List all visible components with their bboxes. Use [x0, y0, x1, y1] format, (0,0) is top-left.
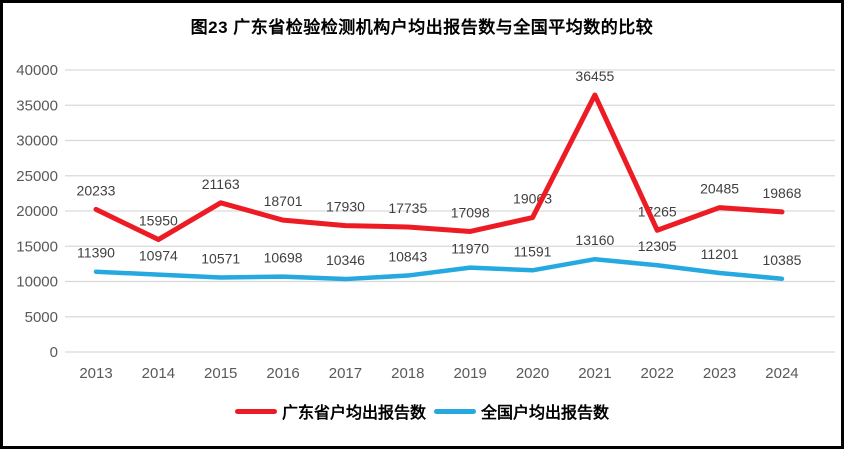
y-tick-label: 25000 [16, 168, 58, 185]
data-label: 15950 [139, 213, 178, 229]
legend-item-guangdong: 广东省户均出报告数 [234, 399, 426, 423]
x-tick-label: 2018 [391, 365, 424, 382]
y-tick-label: 10000 [16, 274, 58, 291]
data-label: 10571 [201, 250, 240, 266]
x-tick-label: 2015 [204, 365, 237, 382]
data-label: 36455 [575, 68, 614, 84]
data-label: 10385 [762, 252, 801, 268]
data-label: 21163 [202, 176, 240, 192]
legend-swatch-guangdong [234, 408, 277, 414]
x-tick-label: 2019 [453, 365, 486, 382]
data-label: 10974 [139, 248, 178, 264]
data-label: 20233 [77, 182, 116, 198]
data-label: 12305 [638, 238, 677, 254]
y-tick-label: 35000 [16, 97, 58, 114]
legend-item-national: 全国户均出报告数 [434, 399, 609, 423]
x-tick-label: 2021 [578, 365, 611, 382]
y-tick-label: 5000 [25, 309, 58, 326]
x-tick-label: 2013 [79, 365, 112, 382]
legend-label-guangdong: 广东省户均出报告数 [281, 405, 426, 422]
data-label: 10346 [326, 252, 365, 268]
data-label: 17930 [326, 199, 365, 215]
x-tick-label: 2017 [329, 365, 362, 382]
legend-label-national: 全国户均出报告数 [481, 405, 610, 422]
y-tick-label: 40000 [16, 62, 58, 79]
data-label: 11970 [451, 241, 489, 257]
data-label: 11390 [77, 245, 115, 261]
series-line-national [93, 256, 785, 282]
x-tick-label: 2022 [641, 365, 674, 382]
data-label: 18701 [264, 193, 303, 209]
x-tick-label: 2024 [765, 365, 798, 382]
y-tick-label: 15000 [16, 238, 58, 255]
y-tick-label: 20000 [16, 203, 58, 220]
y-tick-label: 30000 [16, 133, 58, 150]
x-tick-label: 2016 [266, 365, 299, 382]
x-tick-label: 2014 [142, 365, 175, 382]
series-line-guangdong [93, 92, 785, 243]
data-label: 20485 [700, 181, 739, 197]
y-tick-label: 0 [50, 344, 58, 361]
data-label: 17098 [451, 204, 490, 220]
x-tick-label: 2023 [703, 365, 736, 382]
data-label: 11201 [701, 246, 739, 262]
legend-swatch-national [434, 408, 476, 414]
chart-title: 图23 广东省检验检测机构户均出报告数与全国平均数的比较 [190, 18, 654, 37]
chart-legend: 广东省户均出报告数 全国户均出报告数 [0, 399, 844, 423]
data-label: 17735 [388, 200, 427, 216]
data-label: 19868 [762, 185, 801, 201]
data-label: 13160 [575, 232, 614, 248]
data-label: 10843 [388, 249, 427, 265]
x-tick-label: 2020 [516, 365, 549, 382]
data-label: 11591 [514, 243, 552, 259]
data-label: 10698 [264, 250, 303, 266]
